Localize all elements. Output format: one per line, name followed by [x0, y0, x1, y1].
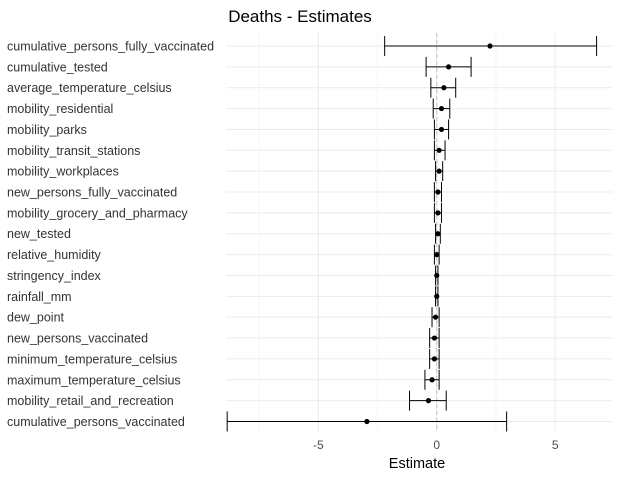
estimate-row	[433, 140, 446, 161]
estimate-point	[441, 85, 447, 91]
chart-title: Deaths - Estimates	[228, 7, 372, 26]
estimate-row	[384, 36, 598, 56]
estimate-point	[436, 147, 442, 153]
estimate-row	[433, 244, 440, 265]
minor-gridlines	[258, 33, 497, 431]
x-tick-label: -5	[313, 438, 324, 452]
estimate-row	[425, 56, 472, 77]
estimate-row	[435, 161, 444, 182]
estimate-row	[429, 328, 440, 349]
estimate-row	[433, 182, 442, 203]
y-tick-label: new_persons_vaccinated	[7, 332, 148, 346]
y-tick-label: cumulative_persons_vaccinated	[7, 415, 185, 429]
estimate-point	[425, 398, 432, 404]
major-gridlines	[226, 33, 612, 431]
y-tick-label: maximum_temperature_celsius	[7, 373, 181, 387]
y-tick-label: new_persons_fully_vaccinated	[7, 186, 177, 200]
estimate-point	[431, 356, 437, 362]
y-tick-label: average_temperature_celsius	[7, 81, 172, 95]
estimate-point	[435, 189, 441, 195]
estimate-point	[446, 64, 452, 70]
x-tick-label: 0	[433, 438, 440, 452]
y-tick-label: stringency_index	[7, 269, 102, 283]
estimate-row	[434, 265, 440, 286]
y-tick-label: cumulative_tested	[7, 60, 108, 74]
y-tick-label: mobility_residential	[7, 102, 113, 116]
estimate-row	[435, 223, 441, 244]
estimate-point	[435, 231, 441, 237]
estimate-marks	[226, 36, 598, 432]
estimate-point	[435, 210, 441, 216]
estimate-row	[433, 202, 442, 223]
estimate-row	[432, 98, 451, 119]
estimate-point	[364, 418, 370, 425]
y-tick-label: dew_point	[7, 311, 65, 325]
estimate-point	[429, 377, 435, 383]
y-tick-label: mobility_workplaces	[7, 165, 119, 179]
x-tick-label: 5	[552, 438, 559, 452]
x-axis-tick-labels: -5 0 5	[313, 438, 559, 452]
estimate-row	[409, 390, 447, 411]
estimate-point	[431, 335, 437, 341]
estimate-row	[431, 307, 440, 328]
y-axis-labels: cumulative_persons_fully_vaccinatedcumul…	[7, 40, 214, 429]
y-tick-label: rainfall_mm	[7, 290, 72, 304]
estimate-point	[434, 252, 440, 258]
estimate-row	[424, 369, 440, 390]
y-tick-label: relative_humidity	[7, 248, 102, 262]
estimate-point	[436, 168, 442, 174]
estimate-point	[438, 126, 445, 133]
estimate-row	[429, 348, 440, 369]
y-tick-label: mobility_retail_and_recreation	[7, 394, 174, 408]
y-tick-label: mobility_parks	[7, 123, 87, 137]
estimate-row	[430, 77, 457, 98]
y-tick-label: new_tested	[7, 227, 71, 241]
estimate-row	[433, 119, 450, 140]
estimate-point	[432, 314, 439, 320]
estimate-point	[487, 43, 493, 49]
estimate-point	[434, 272, 440, 279]
estimate-row	[226, 411, 508, 432]
y-tick-label: minimum_temperature_celsius	[7, 352, 177, 366]
y-tick-label: mobility_transit_stations	[7, 144, 140, 158]
y-tick-label: cumulative_persons_fully_vaccinated	[7, 40, 214, 54]
estimate-point	[434, 293, 440, 299]
estimate-row	[434, 286, 440, 307]
estimate-point	[438, 105, 445, 112]
y-tick-label: mobility_grocery_and_pharmacy	[7, 206, 188, 220]
x-axis-label: Estimate	[389, 456, 445, 472]
